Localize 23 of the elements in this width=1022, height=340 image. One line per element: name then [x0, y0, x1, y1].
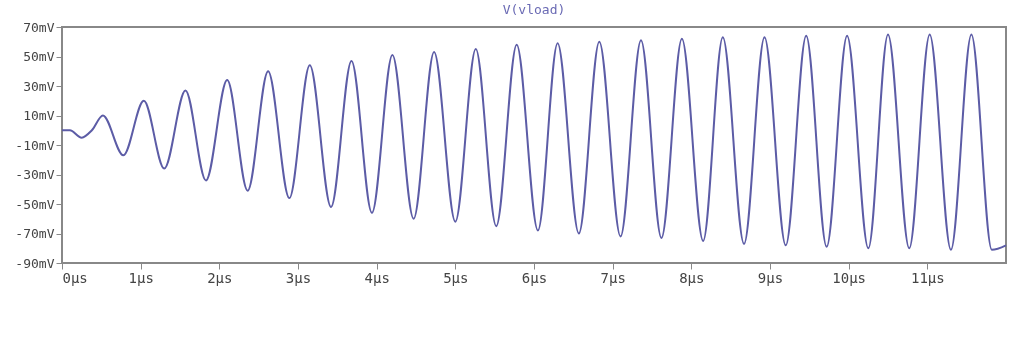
x-tick-label: 9µs — [757, 269, 784, 286]
x-tick-label: 7µs — [600, 269, 626, 286]
x-tick-label: 2µs — [207, 269, 233, 286]
x-tick-label: 4µs — [364, 269, 390, 286]
y-tick-label: 10mV — [23, 108, 55, 123]
x-tick-label: 1µs — [128, 269, 154, 286]
x-tick-label: 5µs — [443, 269, 469, 286]
y-tick-label: -30mV — [15, 167, 55, 182]
x-tick-label: 0µs — [62, 269, 88, 286]
x-tick-label: 3µs — [285, 269, 312, 286]
y-tick-label: 50mV — [23, 49, 55, 64]
y-tick-label: -50mV — [15, 196, 55, 212]
y-tick-label: -90mV — [15, 255, 55, 271]
chart-title: V(vload) — [502, 2, 566, 17]
x-tick-label: 11µs — [910, 269, 945, 286]
y-tick-label: -70mV — [15, 226, 55, 241]
x-tick-label: 10µs — [832, 269, 867, 286]
y-tick-label: -10mV — [15, 137, 55, 153]
x-tick-label: 6µs — [521, 269, 548, 286]
x-tick-label: 8µs — [679, 269, 705, 286]
y-tick-label: 70mV — [23, 19, 55, 35]
y-tick-label: 30mV — [23, 78, 55, 94]
line-series — [61, 33, 1007, 251]
